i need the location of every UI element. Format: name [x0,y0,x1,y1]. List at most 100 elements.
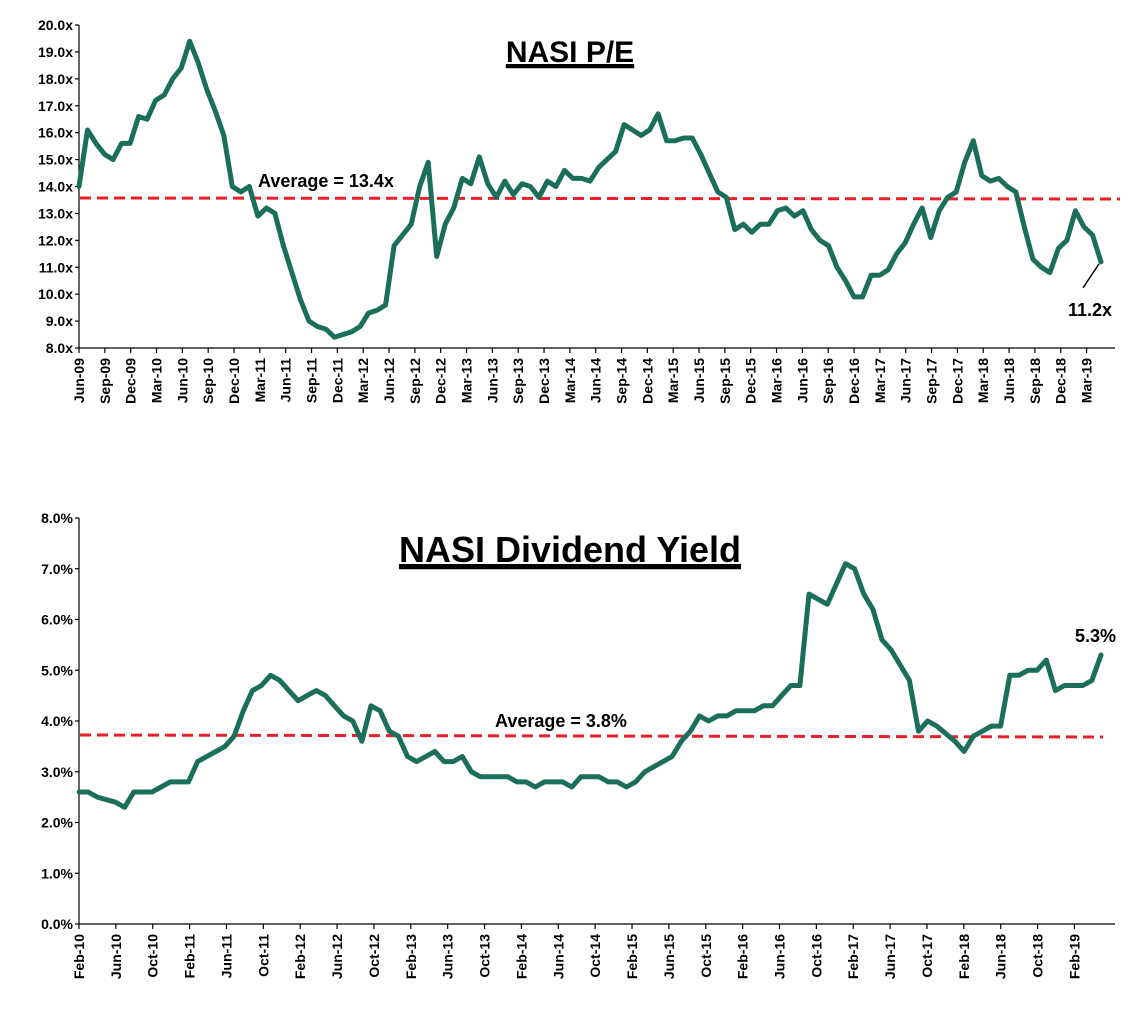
end-value-label: 5.3% [1075,626,1116,646]
end-label-leader [1082,263,1100,289]
x-tick-label: Mar-18 [975,358,991,403]
y-tick-label: 11.0x [39,259,73,275]
x-tick-label: Sep-09 [97,358,113,404]
y-tick-label: 12.0x [38,232,73,248]
y-tick-label: 18.0x [38,71,73,87]
x-tick-label: Mar-12 [355,358,371,403]
x-tick-label: Jun-12 [329,934,345,979]
x-tick-label: Sep-12 [407,358,423,404]
chart-title: NASI P/E [506,36,634,69]
x-tick-label: Jun-17 [898,358,914,403]
x-tick-label: Mar-19 [1079,358,1095,403]
x-tick-label: Jun-18 [993,934,1009,979]
x-tick-label: Sep-11 [304,358,320,403]
x-tick-label: Feb-14 [513,934,529,979]
y-tick-label: 1.0% [41,865,73,881]
x-tick-label: Oct-18 [1030,934,1046,978]
x-tick-label: Dec-11 [329,358,345,403]
x-tick-label: Mar-17 [872,358,888,403]
x-tick-label: Sep-13 [510,358,526,404]
x-tick-label: Feb-19 [1066,934,1082,979]
x-tick-label: Feb-13 [403,934,419,979]
x-tick-label: Mar-11 [252,358,268,403]
series-line [76,38,1104,340]
y-tick-label: 3.0% [41,764,73,780]
y-tick-label: 2.0% [41,815,73,831]
y-tick-label: 14.0x [38,179,73,195]
x-tick-label: Jun-18 [1001,358,1017,403]
y-tick-label: 0.0% [41,916,73,932]
x-tick-label: Sep-18 [1027,358,1043,404]
x-tick-label: Feb-15 [624,934,640,979]
x-tick-label: Jun-16 [771,934,787,979]
x-tick-label: Mar-14 [562,358,578,403]
x-tick-label: Dec-18 [1053,358,1069,404]
y-tick-label: 17.0x [38,98,73,114]
chart-title: NASI Dividend Yield [399,529,741,570]
y-tick-label: 19.0x [38,44,73,60]
x-tick-label: Oct-11 [255,934,271,977]
x-tick-label: Jun-14 [550,934,566,979]
x-tick-label: Jun-10 [108,934,124,979]
average-label: Average = 13.4x [258,171,394,191]
x-tick-label: Jun-11 [218,934,234,979]
x-tick-label: Oct-13 [477,934,493,978]
series-line [76,561,1104,810]
x-tick-label: Jun-12 [381,358,397,403]
x-tick-label: Feb-12 [292,934,308,979]
x-tick-label: Feb-10 [71,934,87,979]
x-tick-label: Dec-17 [949,358,965,404]
y-tick-label: 4.0% [41,713,73,729]
pe-chart: 20.0x 19.0x 18.0x 17.0x 16.0x 15.0x 14.0x 13.0x… [38,17,1121,404]
x-tick-label: Feb-18 [956,934,972,979]
x-tick-label: Oct-12 [366,934,382,978]
dividend-yield-chart: 8.0% 7.0% 6.0% 5.0% 4.0% 3.0% 2.0% 1.0% 0.0% Feb-… [41,510,1116,979]
end-value-label: 11.2x [1068,300,1112,320]
x-tick-label: Feb-11 [182,934,198,979]
y-tick-label: 7.0% [41,561,73,577]
x-tick-label: Mar-10 [149,358,165,403]
x-tick-label: Feb-17 [845,934,861,979]
x-tick-label: Dec-09 [123,358,139,404]
x-tick-label: Dec-14 [639,358,655,404]
x-tick-label: Feb-16 [735,934,751,979]
x-tick-label: Jun-17 [882,934,898,979]
x-tick-label: Dec-10 [226,358,242,404]
x-tick-label: Jun-13 [440,934,456,979]
x-tick-label: Jun-09 [71,358,87,403]
average-line [79,733,1104,739]
x-tick-label: Mar-16 [769,358,785,403]
x-tick-label: Oct-17 [919,934,935,978]
y-tick-label: 13.0x [38,205,73,221]
x-tick-label: Oct-16 [808,934,824,978]
average-label: Average = 3.8% [495,711,627,731]
x-tick-label: Jun-16 [794,358,810,403]
x-tick-label: Dec-16 [846,358,862,404]
x-tick-label: Sep-15 [717,358,733,404]
y-tick-label: 9.0x [46,313,73,329]
y-tick-label: 15.0x [38,152,73,168]
x-tick-label: Sep-14 [614,358,630,404]
x-tick-label: Sep-10 [200,358,216,404]
x-tick-label: Mar-15 [665,358,681,403]
x-tick-label: Mar-13 [459,358,475,403]
x-tick-label: Jun-15 [661,934,677,979]
x-tick-label: Jun-14 [588,358,604,403]
x-tick-label: Jun-13 [484,358,500,403]
x-tick-label: Jun-11 [278,358,294,403]
y-tick-label: 8.0x [46,340,73,356]
x-tick-label: Jun-10 [174,358,190,403]
y-tick-label: 6.0% [41,612,73,628]
average-line [79,196,1121,201]
x-tick-label: Dec-15 [743,358,759,404]
x-tick-label: Sep-16 [820,358,836,404]
x-tick-label: Sep-17 [924,358,940,404]
x-tick-label: Oct-15 [698,934,714,978]
x-tick-label: Oct-14 [587,934,603,978]
x-tick-label: Jun-15 [691,358,707,403]
y-tick-label: 8.0% [41,510,73,526]
y-tick-label: 16.0x [38,125,73,141]
x-tick-label: Oct-10 [145,934,161,978]
x-tick-label: Dec-13 [536,358,552,404]
y-tick-label: 10.0x [38,286,73,302]
